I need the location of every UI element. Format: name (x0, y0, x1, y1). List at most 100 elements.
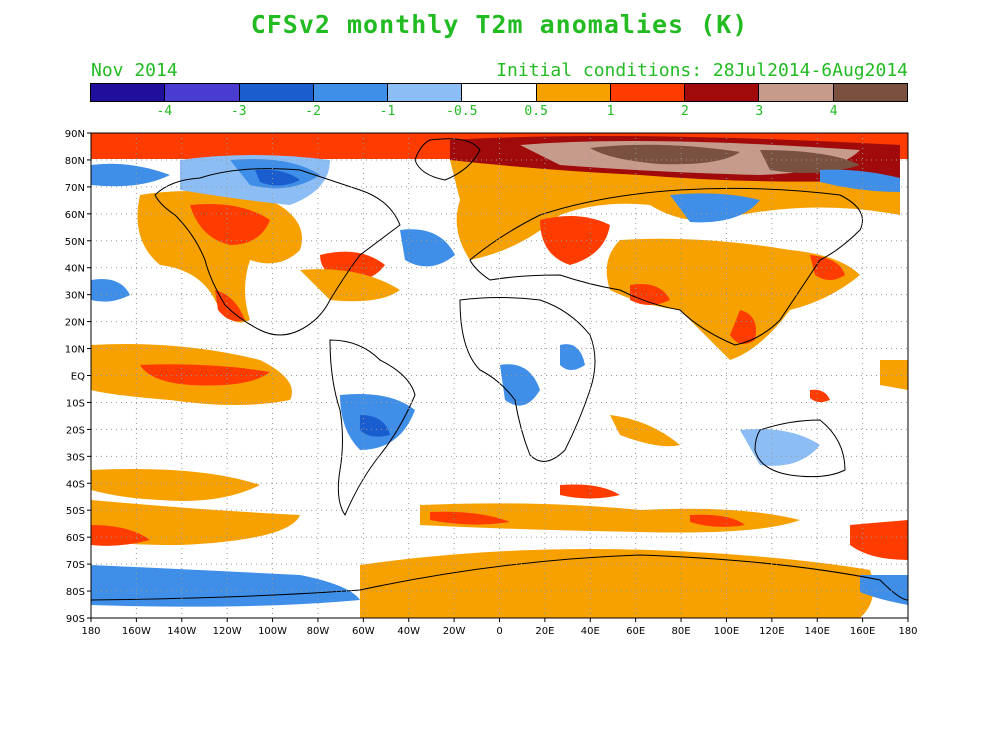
north-pacific-cold (91, 279, 130, 302)
southern-warm-core-west (91, 525, 150, 546)
canada-cold-strong (255, 169, 300, 186)
lat-label: 10S (66, 398, 85, 409)
west-pacific-warm (880, 360, 908, 390)
colorbar-tick-label: 4 (829, 104, 838, 119)
australia-cold (740, 429, 820, 466)
lat-label: 80S (66, 587, 85, 598)
lat-label: 40N (65, 264, 85, 275)
gridlines (91, 133, 908, 618)
lon-label: 100W (258, 626, 287, 637)
colorbar-swatch (833, 84, 907, 101)
colorbar-tick-label: -1 (379, 104, 396, 119)
brazil-cold-core (360, 415, 390, 437)
antarctic-cold-west (91, 565, 360, 607)
forecast-month: Nov 2014 (91, 60, 178, 81)
lat-label: 70S (66, 560, 85, 571)
china-warm-core (730, 310, 756, 344)
arctic-extreme-warm (590, 144, 740, 165)
colorbar-swatch (313, 84, 389, 101)
colorbar-swatch (165, 84, 240, 101)
colorbar-swatch (239, 84, 314, 101)
east-siberia-cold (820, 169, 900, 192)
southern-warm-core-east (850, 520, 908, 560)
north-atlantic-cold (400, 229, 455, 267)
lat-label: 50S (66, 506, 85, 517)
lat-label: 90N (65, 129, 85, 140)
lon-label: 120E (759, 626, 784, 637)
colorbar-swatch (388, 84, 463, 101)
axis-labels: 90N 80N 70N 60N 50N 40N 30N 20N 10N EQ 10S 20S 30S 40… (65, 129, 918, 637)
southern-warm-core-1 (430, 511, 510, 525)
eastern-europe-warm (540, 216, 610, 265)
africa-cold (500, 364, 540, 406)
colorbar-swatch (685, 84, 760, 101)
north-america-coast (154, 168, 401, 336)
south-america-coast (329, 339, 416, 517)
anomaly-fields (91, 133, 908, 618)
colorbar-tick-label: -4 (156, 104, 173, 119)
lat-label: 80N (65, 156, 85, 167)
lat-label: 10N (65, 345, 85, 356)
siberia-extreme-warm (760, 150, 860, 174)
eurasia-coast (469, 187, 863, 346)
lon-label: 120W (213, 626, 242, 637)
lon-label: 40E (581, 626, 600, 637)
lat-label: 40S (66, 479, 85, 490)
colorbar-swatch (536, 84, 611, 101)
lat-label: EQ (71, 372, 85, 383)
lon-label: 20E (535, 626, 554, 637)
initial-conditions: Initial conditions: 28Jul2014-6Aug2014 (496, 60, 908, 81)
australia-coast (754, 419, 846, 478)
east-africa-cold (560, 344, 585, 370)
lon-label: 0 (496, 626, 502, 637)
eastern-us-warm (300, 269, 400, 302)
asia-warm (606, 238, 860, 360)
colorbar (90, 83, 908, 102)
colorbar-labels: -4 -3 -2 -1 -0.5 0.5 1 2 3 4 (90, 104, 908, 122)
lat-label: 70N (65, 183, 85, 194)
lon-label: 60W (352, 626, 375, 637)
lat-label: 60S (66, 533, 85, 544)
colorbar-swatch (610, 84, 686, 101)
colorbar-tick-label: -3 (230, 104, 247, 119)
colorbar-tick-label: 0.5 (524, 104, 548, 119)
lat-label: 90S (66, 614, 85, 625)
lon-label: 140W (167, 626, 196, 637)
new-guinea-warm (810, 389, 830, 403)
lon-label: 180 (898, 626, 917, 637)
lon-label: 80E (672, 626, 691, 637)
colorbar-swatch (462, 84, 537, 101)
south-pacific-warm (91, 469, 260, 501)
bering-cold (91, 163, 170, 187)
lat-label: 60N (65, 210, 85, 221)
southern-warm-core-2 (690, 514, 745, 527)
colorbar-tick-label: 1 (606, 104, 615, 119)
siberia-cold (670, 193, 760, 223)
lon-label: 160W (122, 626, 151, 637)
greenland-coast (414, 138, 481, 181)
lat-label: 50N (65, 237, 85, 248)
lon-label: 160E (850, 626, 875, 637)
colorbar-tick-label: 3 (755, 104, 764, 119)
lon-label: 100E (714, 626, 739, 637)
lat-label: 30S (66, 452, 85, 463)
lat-label: 20N (65, 318, 85, 329)
map-title: CFSv2 monthly T2m anomalies (K) (250, 10, 749, 39)
lat-label: 30N (65, 291, 85, 302)
colorbar-swatch (759, 84, 834, 101)
alaska-canada-warm-core (190, 204, 270, 245)
indian-ocean-warm (610, 415, 680, 447)
lon-label: 60E (626, 626, 645, 637)
nino-warm-core (140, 364, 270, 386)
colorbar-swatch (91, 84, 166, 101)
lon-label: 80W (307, 626, 330, 637)
west-coast-warm-core (215, 290, 245, 322)
southern-ocean-warm-west (91, 500, 300, 545)
antarctic-cold-east (860, 575, 908, 605)
antarctica-coast (91, 554, 908, 601)
colorbar-tick-label: -2 (305, 104, 321, 119)
colorbar-tick-label: -0.5 (446, 104, 478, 119)
lon-label: 20W (443, 626, 466, 637)
lon-label: 140E (805, 626, 830, 637)
